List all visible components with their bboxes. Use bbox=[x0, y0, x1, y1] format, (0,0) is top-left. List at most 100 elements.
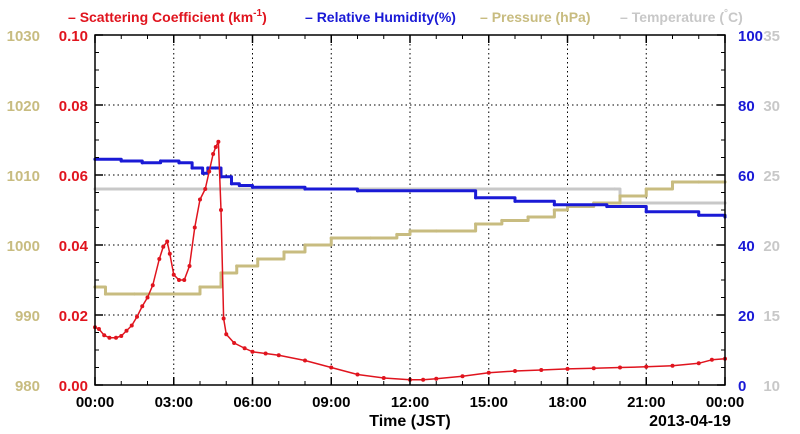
series-point-pres bbox=[697, 180, 701, 184]
series-point-pres bbox=[526, 215, 530, 219]
series-point-pres bbox=[618, 194, 622, 198]
series-point-rh bbox=[159, 159, 163, 163]
series-point-scat bbox=[250, 349, 255, 354]
series-point-pres bbox=[395, 232, 399, 237]
series-point-scat bbox=[329, 365, 334, 370]
series-point-scat bbox=[96, 327, 101, 331]
x-tick-label: 15:00 bbox=[470, 394, 508, 411]
legend-label: – Pressure (hPa) bbox=[480, 9, 591, 25]
legend-item: – Pressure (hPa) bbox=[480, 9, 591, 25]
series-line-temp bbox=[95, 187, 725, 205]
x-tick-label: 03:00 bbox=[155, 394, 193, 411]
series-point-scat bbox=[539, 367, 544, 372]
y-tick-label-temp: 10 bbox=[763, 378, 780, 395]
series-point-scat bbox=[171, 272, 176, 277]
series-point-scat bbox=[167, 251, 172, 256]
series-point-scat bbox=[224, 332, 229, 337]
series-point-scat bbox=[591, 366, 596, 371]
legend-item: – Temperature (°C) bbox=[620, 8, 743, 25]
series-point-scat bbox=[618, 365, 622, 370]
legend-item: – Relative Humidity(%) bbox=[305, 9, 456, 25]
series-point-pres bbox=[172, 292, 176, 296]
series-point-scat bbox=[381, 376, 386, 380]
y-tick-label-pres: 990 bbox=[15, 308, 40, 325]
series-point-rh bbox=[697, 213, 701, 217]
series-point-pres bbox=[235, 264, 239, 268]
series-point-scat bbox=[124, 328, 129, 333]
y-tick-label-rh: 80 bbox=[738, 98, 755, 115]
y-tick-label-rh: 100 bbox=[738, 28, 763, 45]
y-tick-label-pres: 980 bbox=[15, 378, 40, 395]
y-tick-label-scat: 0.02 bbox=[59, 308, 88, 325]
series-point-scat bbox=[129, 323, 134, 328]
series-point-rh bbox=[355, 189, 360, 193]
legend-item: – Scattering Coefficient (km-1) bbox=[68, 8, 267, 25]
series-point-rh bbox=[237, 183, 241, 188]
series-point-rh bbox=[605, 204, 609, 209]
legend-label: – Relative Humidity(%) bbox=[305, 9, 456, 25]
series-point-rh bbox=[474, 196, 478, 200]
y-tick-label-scat: 0.08 bbox=[59, 98, 88, 115]
series-point-pres bbox=[329, 236, 333, 240]
x-tick-label: 12:00 bbox=[391, 394, 429, 411]
series-point-scat bbox=[135, 314, 139, 319]
series-point-scat bbox=[670, 363, 675, 368]
y-tick-label-temp: 30 bbox=[763, 98, 780, 115]
series-point-pres bbox=[256, 257, 260, 261]
y-tick-label-rh: 20 bbox=[738, 308, 755, 325]
y-tick-label-scat: 0.10 bbox=[59, 28, 88, 45]
series-point-scat bbox=[145, 295, 150, 300]
series-point-scat bbox=[644, 364, 649, 369]
y-tick-label-pres: 1030 bbox=[7, 28, 40, 45]
series-point-scat bbox=[276, 353, 281, 358]
series-point-scat bbox=[192, 225, 197, 230]
series-point-pres bbox=[282, 250, 286, 254]
series-point-rh bbox=[250, 185, 255, 189]
series-point-temp bbox=[613, 187, 617, 191]
series-point-scat bbox=[114, 335, 118, 340]
series-point-scat bbox=[219, 208, 223, 212]
series-point-pres bbox=[474, 222, 478, 226]
series-point-rh bbox=[177, 161, 181, 165]
chart-legend: – Scattering Coefficient (km-1) – Relativ… bbox=[68, 8, 743, 25]
series-point-scat bbox=[216, 139, 221, 144]
series-point-scat bbox=[232, 341, 237, 345]
series-point-pres bbox=[303, 243, 307, 247]
series-line-pres bbox=[95, 180, 725, 296]
series-point-scat bbox=[513, 369, 517, 373]
series-point-rh bbox=[201, 171, 205, 175]
series-point-rh bbox=[140, 161, 144, 165]
series-point-rh bbox=[214, 166, 218, 170]
series-point-scat bbox=[303, 358, 307, 363]
x-tick-label: 18:00 bbox=[548, 394, 586, 411]
series-point-scat bbox=[177, 278, 181, 282]
series-point-rh bbox=[644, 210, 648, 214]
legend-label: – Scattering Coefficient (km-1) bbox=[68, 8, 267, 25]
series-point-scat bbox=[182, 278, 187, 282]
y-tick-label-rh: 60 bbox=[738, 168, 755, 185]
x-tick-label: 00:00 bbox=[76, 394, 114, 411]
series-point-rh bbox=[513, 199, 517, 203]
series-point-pres bbox=[369, 236, 373, 240]
series-point-scat bbox=[565, 366, 570, 371]
series-point-pres bbox=[552, 208, 556, 212]
y-tick-label-temp: 25 bbox=[763, 168, 780, 185]
x-tick-label: 09:00 bbox=[312, 394, 350, 411]
series-point-rh bbox=[206, 166, 210, 170]
series-point-pres bbox=[434, 229, 438, 233]
series-point-rh bbox=[552, 203, 556, 207]
series-point-pres bbox=[198, 285, 202, 289]
series-point-pres bbox=[103, 292, 108, 296]
series-point-pres bbox=[644, 187, 648, 191]
date-label: 2013-04-19 bbox=[649, 413, 731, 430]
series-point-scat bbox=[207, 169, 212, 174]
y-tick-label-pres: 1020 bbox=[7, 98, 40, 115]
series-point-pres bbox=[500, 218, 504, 223]
series-point-rh bbox=[303, 187, 307, 191]
x-axis-title: Time (JST) bbox=[369, 413, 451, 430]
series-point-scat bbox=[211, 152, 216, 156]
series-point-scat bbox=[709, 357, 714, 362]
y-tick-label-scat: 0.00 bbox=[59, 378, 88, 395]
series-point-scat bbox=[203, 187, 208, 191]
